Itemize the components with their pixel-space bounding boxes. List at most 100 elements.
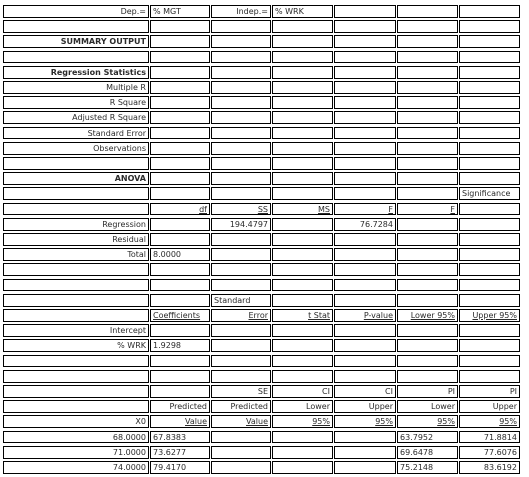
cell[interactable] (211, 35, 271, 49)
f-header[interactable]: F (334, 202, 396, 216)
cell[interactable] (334, 96, 396, 109)
predicted-value[interactable]: 67.8383 (150, 430, 210, 444)
ci-upper-header[interactable]: CI (334, 385, 396, 398)
pi-upper-value[interactable]: 71.8814 (459, 430, 520, 444)
cell[interactable] (211, 65, 271, 79)
ci-lower-95[interactable]: 95% (272, 415, 333, 429)
cell[interactable] (150, 141, 210, 155)
cell[interactable] (334, 20, 396, 33)
cell[interactable] (3, 369, 149, 383)
cell[interactable] (272, 248, 333, 261)
pi-upper-sub[interactable]: Upper (459, 400, 520, 413)
pi-upper-value[interactable]: 77.6076 (459, 445, 520, 459)
cell[interactable] (334, 278, 396, 292)
cell[interactable] (397, 248, 458, 261)
cell[interactable] (397, 187, 458, 201)
pi-lower-value[interactable]: 75.2148 (397, 461, 458, 474)
cell[interactable] (334, 187, 396, 201)
slope-label[interactable]: % WRK (3, 339, 149, 353)
cell[interactable] (150, 233, 210, 246)
cell[interactable] (3, 309, 149, 322)
cell[interactable] (150, 217, 210, 231)
cell[interactable] (459, 172, 520, 185)
significance-header[interactable]: Significance (459, 187, 520, 201)
cell[interactable] (397, 217, 458, 231)
standard-header[interactable]: Standard (211, 293, 271, 307)
cell[interactable] (211, 354, 271, 368)
cell[interactable] (397, 111, 458, 125)
cell[interactable] (459, 324, 520, 337)
total-label[interactable]: Total (3, 248, 149, 261)
cell[interactable] (334, 141, 396, 155)
cell[interactable] (397, 278, 458, 292)
pi-lower-value[interactable]: 63.7952 (397, 430, 458, 444)
cell[interactable] (459, 50, 520, 64)
cell[interactable] (150, 278, 210, 292)
regression-stat-label[interactable]: Adjusted R Square (3, 111, 149, 125)
cell[interactable] (334, 50, 396, 64)
cell[interactable] (272, 324, 333, 337)
cell[interactable] (272, 217, 333, 231)
cell[interactable] (150, 126, 210, 140)
x0-header[interactable]: X0 (3, 415, 149, 429)
cell[interactable] (3, 202, 149, 216)
cell[interactable] (150, 369, 210, 383)
residual-label[interactable]: Residual (3, 233, 149, 246)
pi-lower-sub[interactable]: Lower (397, 400, 458, 413)
cell[interactable] (334, 354, 396, 368)
ci-lower-sub[interactable]: Lower (272, 400, 333, 413)
cell[interactable] (334, 157, 396, 170)
cell[interactable] (334, 172, 396, 185)
x0-value[interactable]: 74.0000 (3, 461, 149, 474)
cell[interactable] (272, 35, 333, 49)
predicted-header[interactable]: Predicted (150, 400, 210, 413)
pi-lower-header[interactable]: PI (397, 385, 458, 398)
cell[interactable] (334, 369, 396, 383)
cell[interactable] (211, 369, 271, 383)
cell[interactable] (397, 81, 458, 94)
cell[interactable] (211, 339, 271, 353)
cell[interactable] (459, 263, 520, 277)
cell[interactable] (3, 385, 149, 398)
cell[interactable] (211, 278, 271, 292)
indep-label[interactable]: Indep.= (211, 5, 271, 18)
cell[interactable] (397, 324, 458, 337)
regression-stat-label[interactable]: Observations (3, 141, 149, 155)
cell[interactable] (334, 233, 396, 246)
cell[interactable] (397, 293, 458, 307)
cell[interactable] (272, 430, 333, 444)
cell[interactable] (334, 248, 396, 261)
x0-value[interactable]: 68.0000 (3, 430, 149, 444)
cell[interactable] (150, 187, 210, 201)
cell[interactable] (459, 233, 520, 246)
cell[interactable] (272, 461, 333, 474)
cell[interactable] (3, 20, 149, 33)
cell[interactable] (211, 324, 271, 337)
cell[interactable] (3, 187, 149, 201)
cell[interactable] (397, 369, 458, 383)
cell[interactable] (334, 445, 396, 459)
cell[interactable] (150, 172, 210, 185)
cell[interactable] (150, 81, 210, 94)
cell[interactable] (397, 141, 458, 155)
ci-lower-header[interactable]: CI (272, 385, 333, 398)
cell[interactable] (211, 263, 271, 277)
cell[interactable] (397, 20, 458, 33)
cell[interactable] (397, 126, 458, 140)
cell[interactable] (211, 248, 271, 261)
cell[interactable] (272, 141, 333, 155)
dep-label[interactable]: Dep.= (3, 5, 149, 18)
regression-f[interactable]: 76.7284 (334, 217, 396, 231)
cell[interactable] (211, 96, 271, 109)
regression-stat-label[interactable]: R Square (3, 96, 149, 109)
cell[interactable] (211, 111, 271, 125)
cell[interactable] (397, 50, 458, 64)
cell[interactable] (397, 35, 458, 49)
cell[interactable] (334, 81, 396, 94)
pi-lower-95[interactable]: 95% (397, 415, 458, 429)
cell[interactable] (211, 157, 271, 170)
regression-statistics-heading[interactable]: Regression Statistics (3, 65, 149, 79)
cell[interactable] (211, 126, 271, 140)
cell[interactable] (272, 157, 333, 170)
cell[interactable] (459, 202, 520, 216)
